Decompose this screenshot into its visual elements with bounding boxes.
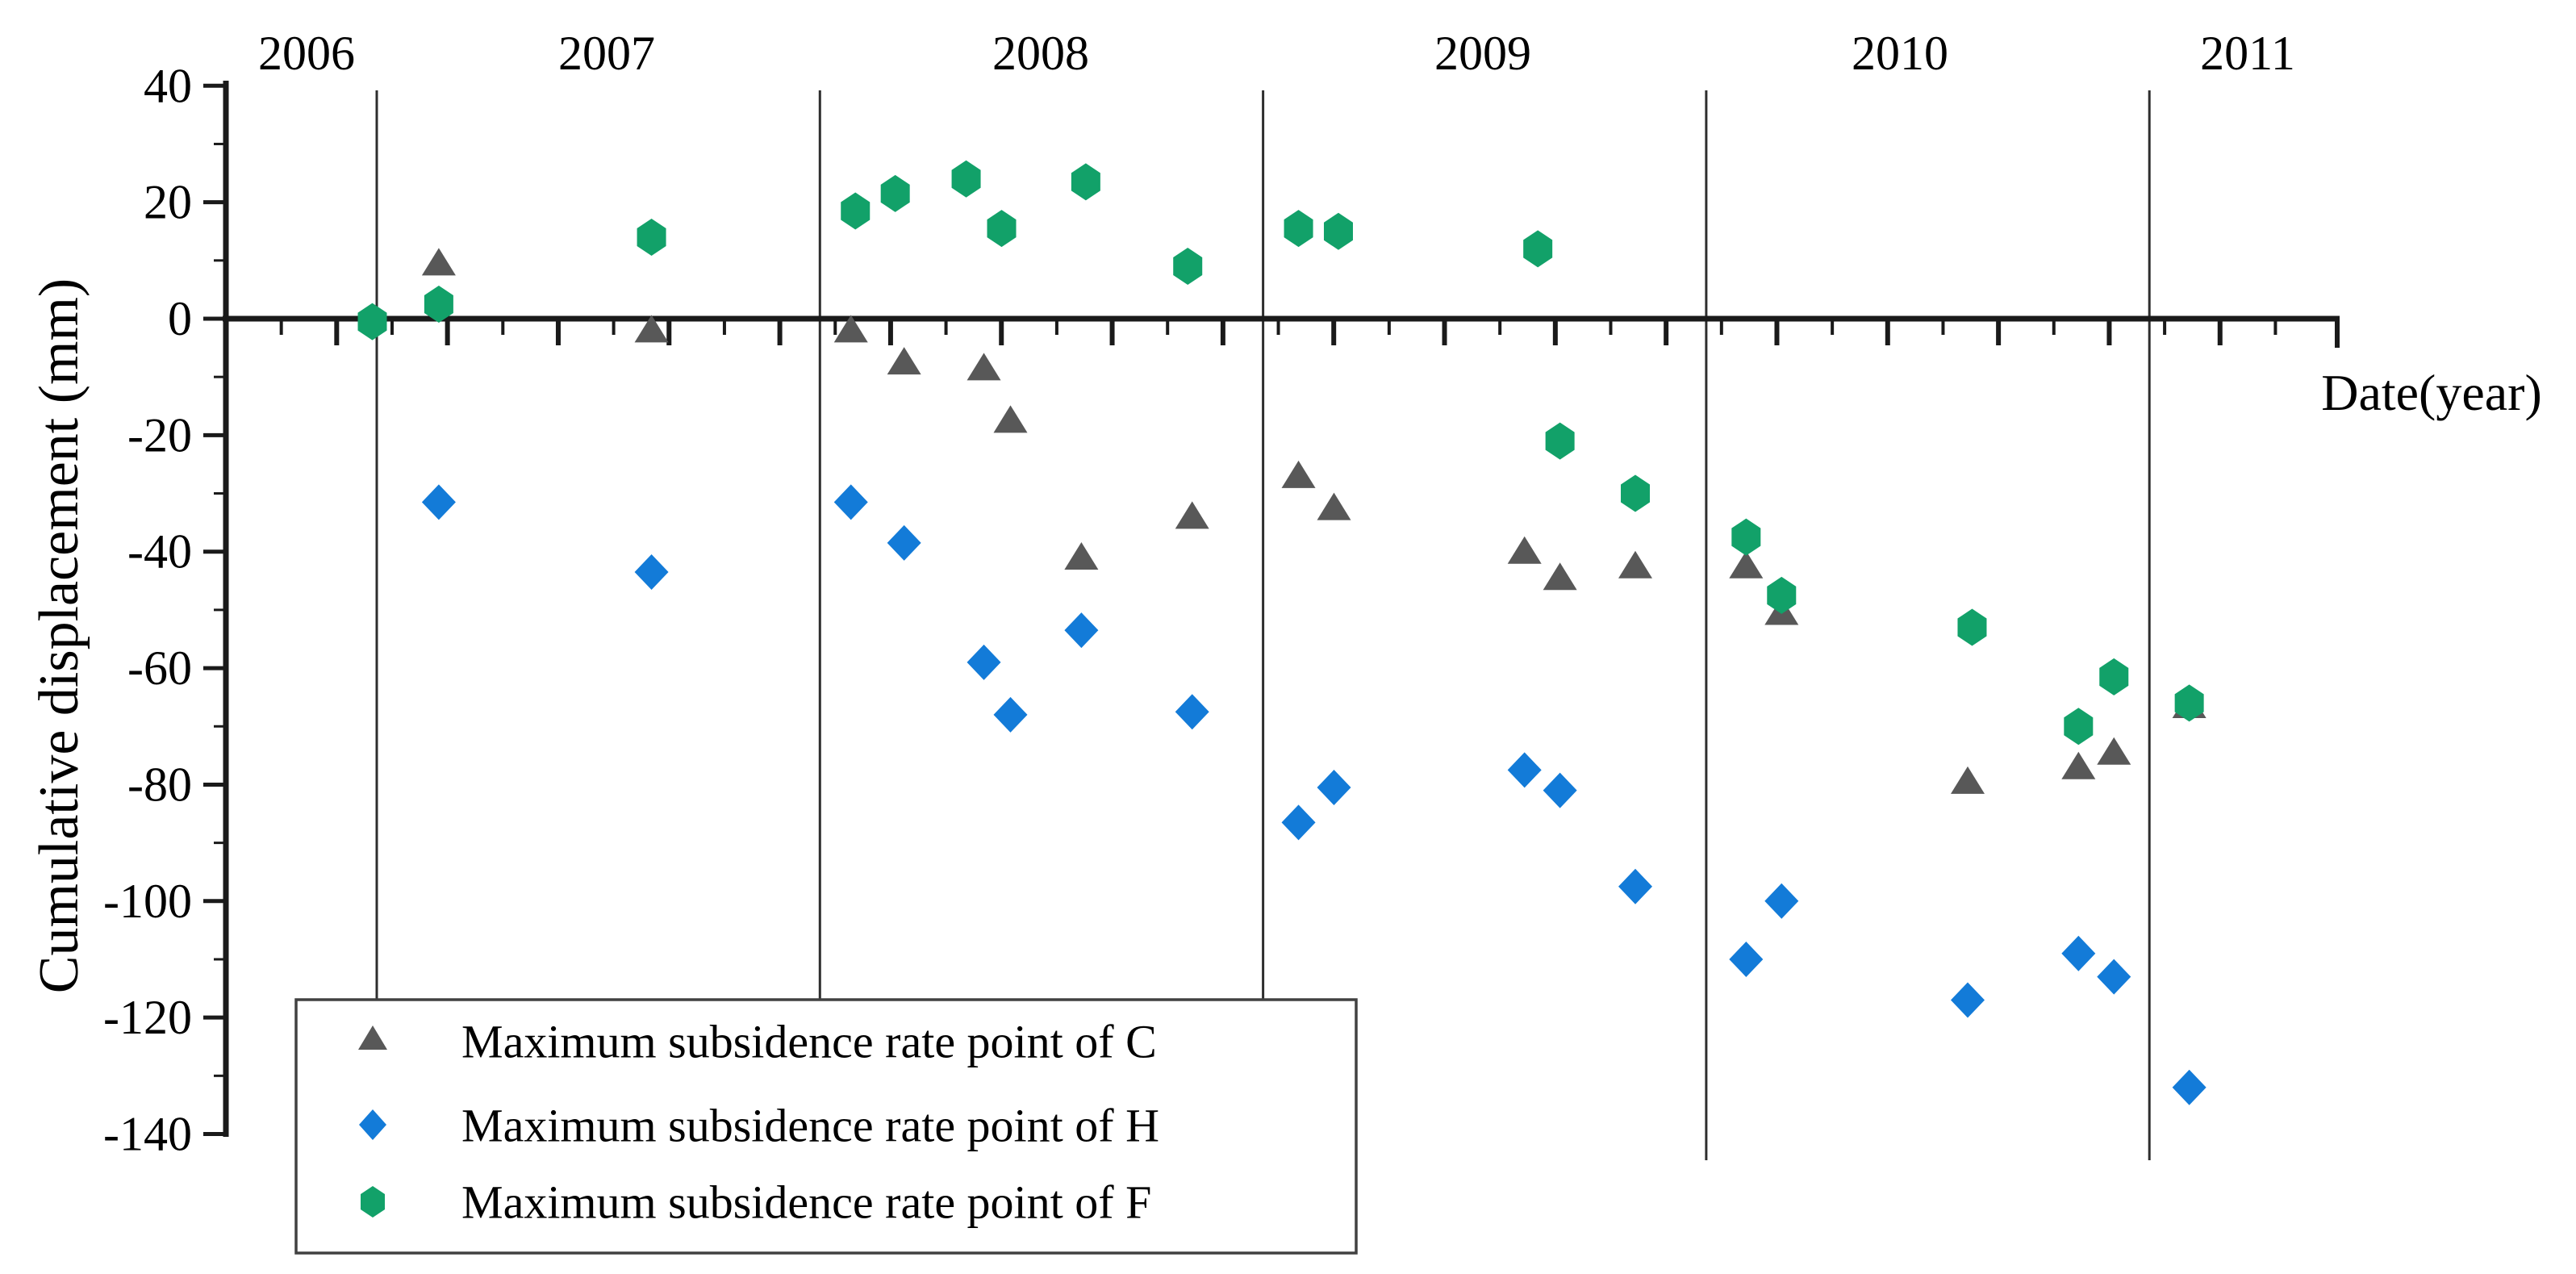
data-point-hexagon xyxy=(1071,163,1100,201)
data-point-triangle xyxy=(833,315,868,343)
axes xyxy=(223,81,2340,1137)
data-point-triangle xyxy=(1729,550,1764,579)
y-tick-label--40: -40 xyxy=(127,525,192,579)
data-point-hexagon xyxy=(1523,230,1553,268)
data-point-diamond xyxy=(1543,772,1577,808)
legend: Maximum subsidence rate point of C Maxim… xyxy=(294,998,1358,1255)
data-point-triangle xyxy=(993,405,1028,433)
data-point-diamond xyxy=(2172,1069,2207,1105)
data-point-diamond xyxy=(1764,883,1799,919)
year-label-2007: 2007 xyxy=(558,27,655,80)
data-point-triangle xyxy=(634,315,669,343)
data-point-diamond xyxy=(1175,694,1209,730)
y-tick-label--100: -100 xyxy=(103,875,192,928)
y-axis-title: Cumulative displacement (mm) xyxy=(28,278,90,993)
data-point-hexagon xyxy=(880,174,910,212)
y-tick-label--80: -80 xyxy=(127,758,192,811)
legend-label-h: Maximum subsidence rate point of H xyxy=(461,1100,1159,1152)
data-point-diamond xyxy=(1317,770,1351,806)
series-c-points xyxy=(421,248,2207,794)
y-tick-label--60: -60 xyxy=(127,641,192,695)
x-axis-title: Date(year) xyxy=(2321,364,2542,421)
data-point-diamond xyxy=(1064,612,1099,649)
y-tick-label-20: 20 xyxy=(144,176,192,229)
series-h-points xyxy=(421,484,2207,1105)
legend-marker-hexagon xyxy=(361,1186,385,1218)
data-point-hexagon xyxy=(1545,422,1575,460)
data-point-triangle xyxy=(967,353,1001,381)
y-tick-label--120: -120 xyxy=(103,991,192,1044)
data-point-triangle xyxy=(1950,766,1985,794)
data-point-diamond xyxy=(993,696,1028,733)
legend-label-c: Maximum subsidence rate point of C xyxy=(461,1016,1157,1068)
series-f-points xyxy=(357,160,2204,746)
data-point-diamond xyxy=(634,553,669,590)
data-point-triangle xyxy=(1543,562,1577,591)
data-point-hexagon xyxy=(951,160,981,198)
data-point-hexagon xyxy=(1621,474,1651,512)
y-tick-label--140: -140 xyxy=(103,1108,192,1161)
y-tick-label--20: -20 xyxy=(127,408,192,462)
year-label-2010: 2010 xyxy=(1852,27,1948,80)
year-label-2006: 2006 xyxy=(258,27,355,80)
data-point-diamond xyxy=(1507,752,1542,788)
year-gridlines xyxy=(375,90,2151,1160)
legend-label-f: Maximum subsidence rate point of F xyxy=(461,1176,1151,1229)
year-label-2008: 2008 xyxy=(992,27,1089,80)
data-point-hexagon xyxy=(1731,518,1761,556)
x-axis-ticks xyxy=(279,321,2340,348)
data-point-hexagon xyxy=(1323,212,1353,250)
data-point-triangle xyxy=(1618,550,1653,579)
data-point-diamond xyxy=(1950,982,1985,1018)
data-point-diamond xyxy=(1729,941,1764,977)
data-point-hexagon xyxy=(357,303,387,340)
y-tick-label-40: 40 xyxy=(144,59,192,112)
data-point-hexagon xyxy=(424,285,453,323)
data-point-triangle xyxy=(2061,751,2096,779)
y-axis-ticks xyxy=(203,83,224,1137)
year-labels: 2006 2007 2008 2009 2010 2011 xyxy=(258,27,2295,80)
year-label-2011: 2011 xyxy=(2200,27,2295,80)
data-point-triangle xyxy=(1507,536,1542,564)
data-point-hexagon xyxy=(987,210,1017,248)
legend-marker-triangle xyxy=(358,1025,387,1050)
year-label-2009: 2009 xyxy=(1434,27,1531,80)
data-point-triangle xyxy=(1175,501,1209,529)
data-point-hexagon xyxy=(2064,708,2094,746)
data-point-diamond xyxy=(1281,804,1316,841)
data-point-diamond xyxy=(887,524,921,561)
data-point-hexagon xyxy=(637,218,666,256)
data-point-triangle xyxy=(887,347,921,375)
data-point-triangle xyxy=(1281,460,1316,488)
y-tick-label-0: 0 xyxy=(168,292,192,345)
data-point-hexagon xyxy=(841,192,870,230)
data-point-diamond xyxy=(833,484,868,520)
data-point-hexagon xyxy=(1767,576,1797,614)
data-point-diamond xyxy=(1618,868,1653,904)
data-point-diamond xyxy=(2061,935,2096,971)
data-point-hexagon xyxy=(2099,658,2129,695)
data-point-hexagon xyxy=(1957,608,1987,646)
data-point-triangle xyxy=(1064,541,1099,570)
data-point-diamond xyxy=(967,644,1001,680)
legend-marker-diamond xyxy=(359,1109,386,1140)
y-axis-tick-labels: 40 20 0 -20 -40 -60 -80 -100 -120 -140 xyxy=(103,59,192,1160)
data-point-triangle xyxy=(1317,492,1351,520)
data-point-triangle xyxy=(421,248,456,276)
data-point-diamond xyxy=(2097,959,2131,995)
legend-box xyxy=(294,998,1358,1255)
data-point-hexagon xyxy=(1284,210,1313,248)
data-point-hexagon xyxy=(1173,248,1203,286)
data-point-triangle xyxy=(2097,737,2131,765)
data-point-diamond xyxy=(421,484,456,520)
data-point-hexagon xyxy=(2174,684,2204,722)
